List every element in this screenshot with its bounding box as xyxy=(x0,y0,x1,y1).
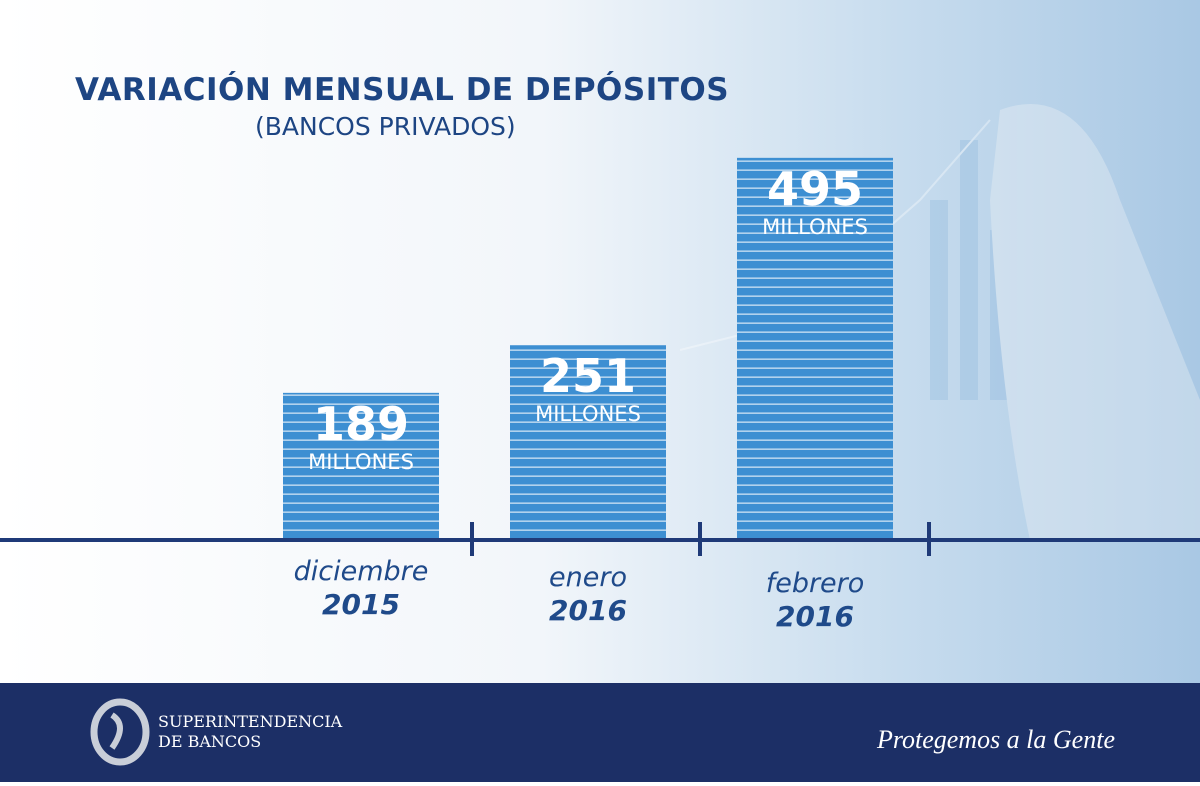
x-tick-year: 2016 xyxy=(549,594,627,627)
footer xyxy=(0,683,1200,782)
chart-title: VARIACIÓN MENSUAL DE DEPÓSITOS xyxy=(75,71,729,108)
slogan: Protegemos a la Gente xyxy=(876,725,1115,754)
baseline xyxy=(0,538,1200,542)
bar xyxy=(737,157,893,538)
x-tick-label: diciembre xyxy=(294,556,429,587)
x-tick-year: 2016 xyxy=(776,600,854,633)
unit-label: MILLONES xyxy=(535,402,641,426)
bar xyxy=(510,345,666,538)
unit-label: MILLONES xyxy=(762,215,868,239)
value-label: 495 xyxy=(767,162,863,216)
value-label: 189 xyxy=(313,397,409,451)
org-name: DE BANCOS xyxy=(158,732,261,751)
org-name: SUPERINTENDENCIA xyxy=(158,712,343,731)
separator xyxy=(470,522,474,556)
value-label: 251 xyxy=(540,349,636,403)
logo xyxy=(90,698,150,766)
x-tick-label: enero xyxy=(549,562,627,593)
separator xyxy=(927,522,931,556)
chart-subtitle: (BANCOS PRIVADOS) xyxy=(255,112,516,141)
separator xyxy=(698,522,702,556)
x-tick-label: febrero xyxy=(766,568,865,599)
background-decoration xyxy=(679,104,1200,540)
unit-label: MILLONES xyxy=(308,450,414,474)
x-tick-year: 2015 xyxy=(322,588,400,621)
bar xyxy=(283,392,439,538)
